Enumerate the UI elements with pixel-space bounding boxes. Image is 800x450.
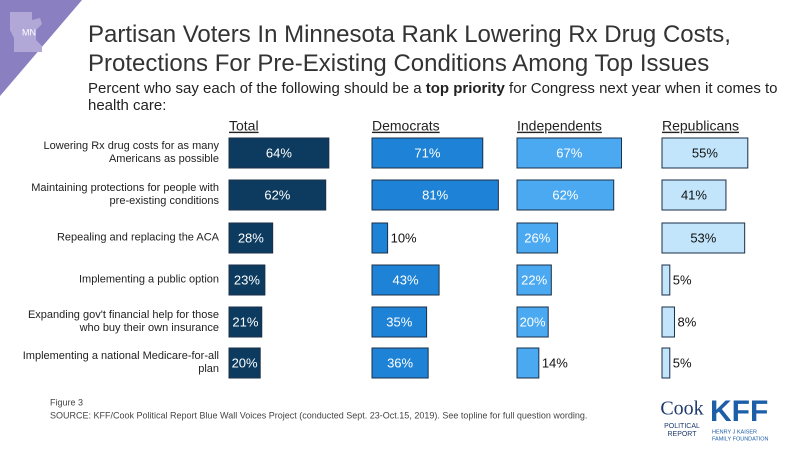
subtitle-emphasis: top priority <box>425 80 505 97</box>
bar <box>371 222 389 254</box>
bar <box>228 347 261 379</box>
figure-label: Figure 3 <box>50 397 83 407</box>
category-label: Maintaining protections for people with … <box>31 182 219 207</box>
bar <box>516 222 559 254</box>
bar <box>661 264 671 296</box>
subtitle-text: for Congress next year when it comes to … <box>88 80 778 114</box>
category-label: Expanding gov't financial help for those… <box>27 309 219 334</box>
value-label: 26% <box>524 230 550 245</box>
value-label: 35% <box>386 314 412 329</box>
value-label: 43% <box>393 272 419 287</box>
category-label: Repealing and replacing the ACA <box>56 231 219 244</box>
value-label: 20% <box>520 314 546 329</box>
value-label: 23% <box>234 272 260 287</box>
bar <box>661 222 746 254</box>
panel-header: Democrats <box>372 118 440 134</box>
value-label: 5% <box>673 272 692 287</box>
category-label: Implementing a public option <box>78 273 219 286</box>
bar <box>371 137 484 169</box>
value-label: 67% <box>556 145 582 160</box>
value-label: 53% <box>690 230 716 245</box>
title-line: Protections For Pre-Existing Conditions … <box>88 50 710 77</box>
panel-header: Independents <box>517 118 602 134</box>
bar <box>516 306 549 338</box>
value-label: 5% <box>673 355 692 370</box>
bar <box>228 264 266 296</box>
value-label: 20% <box>232 355 258 370</box>
state-shape <box>10 12 42 52</box>
bar <box>228 222 274 254</box>
value-label: 62% <box>264 187 290 202</box>
category-label: Lowering Rx drug costs for as many Ameri… <box>43 140 219 165</box>
cook-logo: REPORT <box>667 431 697 438</box>
bar <box>516 347 540 379</box>
badge-label: MN <box>22 27 36 37</box>
cook-logo: Cook <box>660 398 703 420</box>
value-label: 71% <box>414 145 440 160</box>
bar <box>371 306 428 338</box>
value-label: 21% <box>232 314 258 329</box>
subtitle-text: Percent who say each of the following sh… <box>88 80 426 97</box>
bar <box>516 179 615 211</box>
value-label: 14% <box>542 355 568 370</box>
panel-header: Total <box>229 118 259 134</box>
bar <box>661 347 671 379</box>
value-label: 8% <box>677 314 696 329</box>
bar <box>228 306 263 338</box>
value-label: 36% <box>387 355 413 370</box>
value-label: 62% <box>552 187 578 202</box>
value-label: 55% <box>692 145 718 160</box>
value-label: 22% <box>521 272 547 287</box>
panel-header: Republicans <box>662 118 739 134</box>
bar <box>228 179 327 211</box>
value-label: 81% <box>422 187 448 202</box>
value-label: 41% <box>681 187 707 202</box>
bar <box>371 179 499 211</box>
value-label: 28% <box>238 230 264 245</box>
bar <box>371 347 429 379</box>
kff-name: HENRY J KAISER <box>712 429 757 435</box>
kff-logo: KFF <box>710 395 768 428</box>
cook-logo: POLITICAL <box>664 423 700 430</box>
subtitle: Percent who say each of the following sh… <box>88 80 788 114</box>
bar <box>371 264 440 296</box>
value-label: 64% <box>266 145 292 160</box>
value-label: 10% <box>391 230 417 245</box>
category-label: Implementing a national Medicare-for-all… <box>22 350 219 375</box>
kff-name: FAMILY FOUNDATION <box>712 436 769 442</box>
bar <box>661 137 749 169</box>
source: SOURCE: KFF/Cook Political Report Blue W… <box>50 410 587 420</box>
title-line: Partisan Voters In Minnesota Rank Loweri… <box>88 21 731 48</box>
bar <box>228 137 330 169</box>
bar <box>661 179 727 211</box>
chart-title: Partisan Voters In Minnesota Rank Loweri… <box>88 20 731 78</box>
bar <box>661 306 675 338</box>
bar <box>516 264 552 296</box>
bar <box>516 137 623 169</box>
